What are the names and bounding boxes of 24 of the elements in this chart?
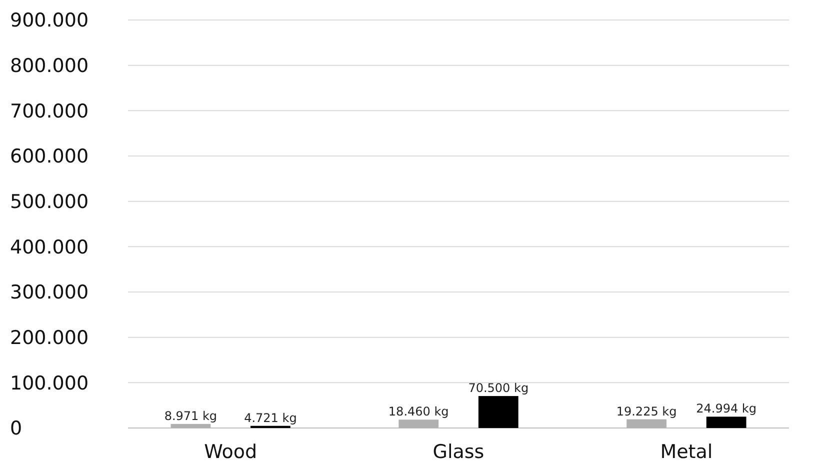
y-tick-label: 300.000 xyxy=(10,282,89,304)
bar xyxy=(170,424,211,428)
y-tick-label: 0 xyxy=(10,418,22,440)
bar xyxy=(478,396,518,428)
x-tick-label: Glass xyxy=(432,441,484,463)
y-tick-label: 500.000 xyxy=(10,190,89,213)
y-tick-label: 800.000 xyxy=(10,54,89,77)
data-label: 8.971 kg xyxy=(164,408,218,423)
x-tick-label: Metal xyxy=(660,441,713,463)
data-label: 18.460 kg xyxy=(388,404,449,419)
y-tick-label: 100.000 xyxy=(10,372,89,394)
data-label: 70.500 kg xyxy=(468,381,529,396)
x-tick-label: Wood xyxy=(204,441,258,463)
y-tick-label: 900.000 xyxy=(10,10,89,32)
bar xyxy=(626,419,666,428)
y-tick-label: 200.000 xyxy=(10,326,89,349)
data-label: 4.721 kg xyxy=(244,410,297,425)
y-tick-label: 700.000 xyxy=(10,100,89,122)
data-label: 19.225 kg xyxy=(616,404,677,418)
bar xyxy=(706,416,746,428)
data-label: 24.994 kg xyxy=(696,402,757,416)
bar xyxy=(398,420,439,428)
y-tick-label: 600.000 xyxy=(10,146,89,168)
y-tick-label: 400.000 xyxy=(10,236,89,258)
